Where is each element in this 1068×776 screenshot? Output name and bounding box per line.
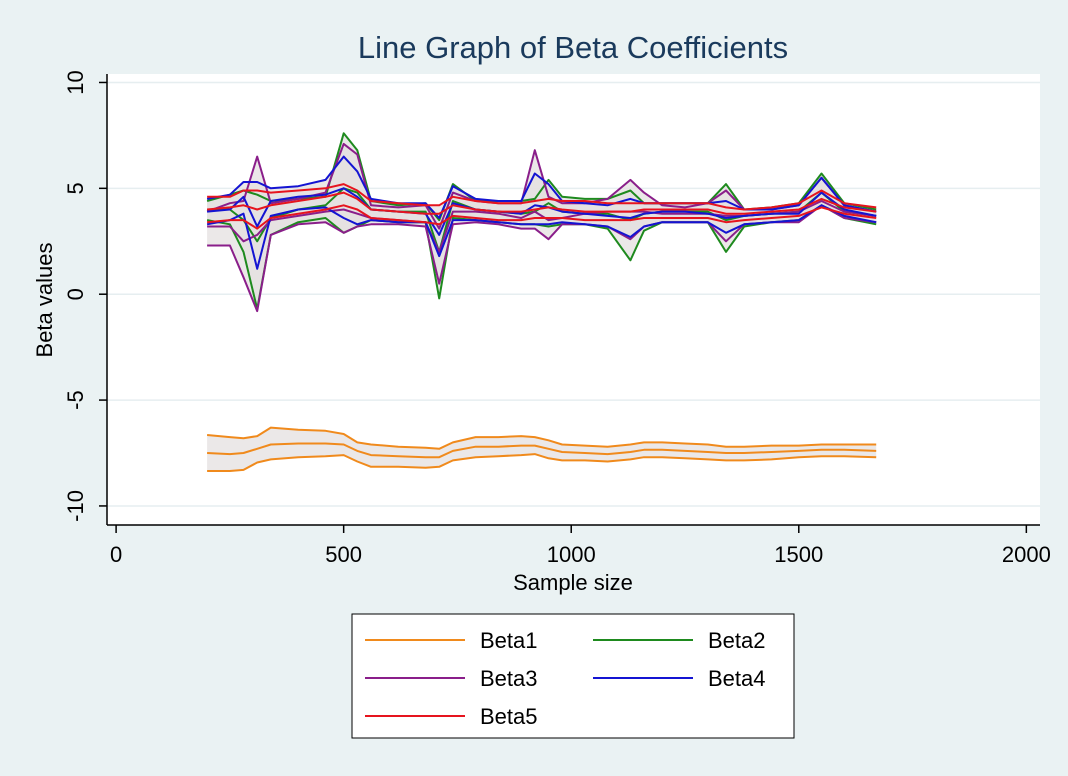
y-tick-label-2: 0	[63, 288, 88, 300]
series-line-beta2-upper	[206, 132, 877, 222]
series-line-beta1-mean	[207, 442, 877, 459]
x-tick-label-1: 500	[325, 542, 362, 567]
series-line-beta3-mean	[207, 200, 877, 253]
x-tick-label-2: 1000	[547, 542, 596, 567]
y-axis-ticks: -10 -5 0 5 10	[63, 70, 107, 522]
series-line-beta5-mean	[207, 191, 877, 215]
x-axis-ticks: 0 500 1000 1500 2000	[110, 525, 1051, 567]
y-tick-label-1: -5	[63, 390, 88, 410]
y-tick-label-0: -10	[63, 490, 88, 522]
series-line-beta3-lower	[207, 204, 877, 313]
x-tick-label-0: 0	[110, 542, 122, 567]
legend-label-beta1: Beta1	[480, 628, 538, 653]
series-line-beta2-mean	[207, 187, 877, 253]
y-axis-label: Beta values	[32, 243, 57, 358]
legend-label-beta4: Beta4	[708, 666, 766, 691]
legend-label-beta2: Beta2	[708, 628, 766, 653]
chart-title: Line Graph of Beta Coefficients	[358, 30, 788, 65]
band-beta1	[207, 427, 877, 471]
band-beta3	[207, 143, 877, 312]
x-tick-label-4: 2000	[1002, 542, 1051, 567]
series-line-beta4-upper	[206, 155, 877, 219]
x-axis-label: Sample size	[513, 570, 633, 595]
x-tick-label-3: 1500	[774, 542, 823, 567]
series-line-beta1-lower	[207, 453, 877, 472]
series-line-beta4-mean	[207, 187, 877, 236]
legend-label-beta3: Beta3	[480, 666, 538, 691]
legend: Beta1 Beta2 Beta3 Beta4 Beta5	[365, 628, 766, 729]
y-tick-label-4: 10	[63, 70, 88, 94]
series-lines	[206, 132, 877, 472]
series-line-beta1-upper	[207, 426, 877, 450]
legend-label-beta5: Beta5	[480, 704, 538, 729]
legend-box	[351, 613, 795, 739]
series-line-beta5-upper	[207, 183, 877, 211]
series-line-beta5-lower	[207, 204, 877, 230]
y-tick-label-3: 5	[63, 182, 88, 194]
series-line-beta4-lower	[206, 204, 877, 270]
